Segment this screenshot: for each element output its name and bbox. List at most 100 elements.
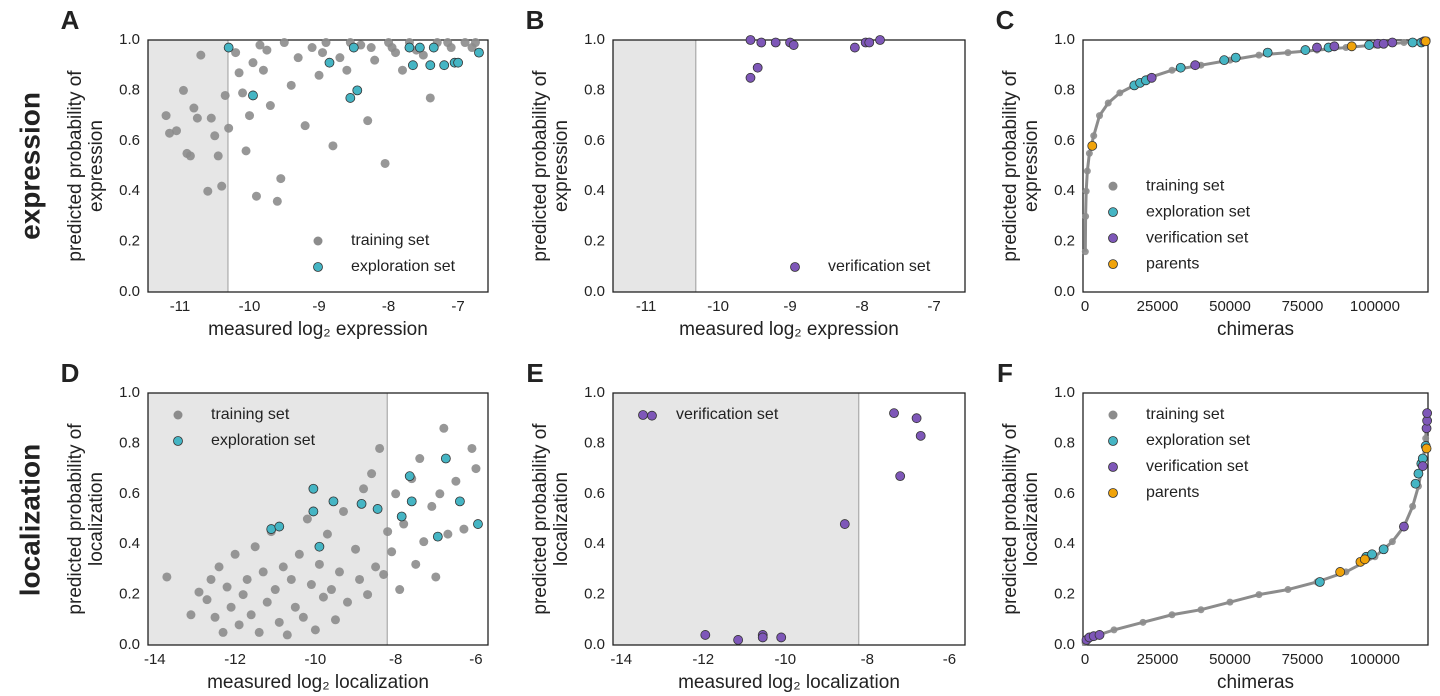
data-point [431, 572, 441, 582]
legend-marker [790, 262, 800, 272]
y-tick-label: 0.4 [584, 182, 605, 199]
data-point [274, 521, 285, 532]
data-point [202, 595, 212, 605]
data-point [406, 496, 417, 507]
data-point [1175, 62, 1186, 73]
data-point [314, 541, 325, 552]
legend-label: verification set [1146, 229, 1249, 246]
data-point [370, 55, 380, 65]
legend-label: exploration set [211, 432, 316, 449]
data-point [367, 469, 377, 479]
y-tick-label: 0.2 [1054, 586, 1075, 603]
data-point [372, 504, 383, 514]
legend-label: exploration set [351, 258, 456, 275]
data-point [231, 48, 241, 58]
y-tick-label: 0.6 [1054, 485, 1075, 502]
data-point [396, 511, 407, 522]
legend-marker [313, 262, 323, 272]
data-point [294, 549, 304, 559]
data-point [196, 50, 206, 60]
data-point [1387, 37, 1398, 48]
data-point [321, 38, 331, 48]
data-point [776, 632, 787, 643]
data-point [1094, 630, 1105, 640]
legend-label: training set [211, 406, 290, 423]
data-point [383, 527, 393, 537]
y-tick-label: 0.2 [119, 233, 140, 250]
data-point [911, 413, 922, 424]
data-point [1081, 248, 1089, 256]
y-axis-label: predicted probability of [1000, 423, 1021, 615]
data-point [185, 151, 195, 161]
data-point [1085, 149, 1093, 157]
data-point [700, 630, 711, 640]
data-point [414, 42, 425, 53]
data-point [234, 620, 244, 630]
data-point [1329, 41, 1340, 52]
data-point [757, 632, 768, 643]
data-point [1300, 45, 1311, 55]
data-point [214, 562, 224, 572]
data-point [335, 53, 345, 63]
data-point [318, 592, 328, 602]
y-tick-label: 0.8 [584, 81, 605, 98]
data-point [1168, 611, 1176, 619]
data-point [318, 48, 328, 58]
y-tick-label: 0.6 [119, 132, 140, 149]
y-tick-label: 0.0 [119, 636, 140, 653]
data-point [1146, 72, 1157, 83]
data-point [647, 410, 657, 421]
data-point [345, 93, 356, 103]
y-tick-label: 0.8 [1054, 81, 1075, 98]
series-line [1084, 413, 1429, 644]
data-point [1378, 38, 1389, 49]
x-axis-label: measured log₂ localization [207, 672, 429, 693]
x-tick-label: -8 [382, 298, 395, 315]
y-axis-label: localization [1021, 472, 1042, 566]
data-point [1082, 187, 1090, 195]
data-point [274, 617, 284, 627]
x-tick-label: 75000 [1282, 298, 1324, 315]
data-point [380, 158, 390, 168]
x-tick-label: 0 [1081, 298, 1089, 315]
data-point [435, 489, 445, 499]
x-tick-label: 0 [1081, 651, 1089, 668]
data-point [1367, 549, 1377, 560]
data-point [471, 464, 481, 474]
legend-marker [313, 236, 323, 246]
y-tick-label: 0.8 [584, 434, 605, 451]
data-point [251, 191, 261, 201]
data-point [849, 42, 860, 53]
data-point [363, 116, 373, 126]
data-point [220, 90, 230, 100]
legend-label: verification set [676, 406, 779, 423]
data-point [210, 612, 220, 622]
panel-label: A [61, 5, 80, 35]
data-point [270, 585, 280, 595]
data-point [300, 121, 310, 131]
data-point [234, 68, 244, 78]
data-point [1284, 49, 1292, 57]
data-point [474, 47, 484, 58]
data-point [459, 524, 469, 534]
data-point [314, 559, 324, 569]
data-point [770, 37, 781, 48]
legend-marker [1108, 259, 1118, 270]
y-tick-label: 0.0 [584, 636, 605, 653]
data-point [451, 476, 461, 486]
x-tick-label: 100000 [1350, 651, 1400, 668]
data-point [1219, 55, 1230, 66]
data-point [752, 62, 763, 73]
data-point [242, 574, 252, 584]
data-point [387, 547, 397, 557]
data-point [1422, 408, 1433, 419]
data-point [1168, 66, 1176, 74]
data-point [397, 65, 407, 75]
data-point [1096, 112, 1104, 120]
panel-label: D [61, 358, 80, 388]
legend-marker [638, 410, 648, 420]
y-axis-label: localization [86, 472, 107, 566]
data-point [266, 524, 277, 534]
legend-marker [1108, 462, 1118, 472]
